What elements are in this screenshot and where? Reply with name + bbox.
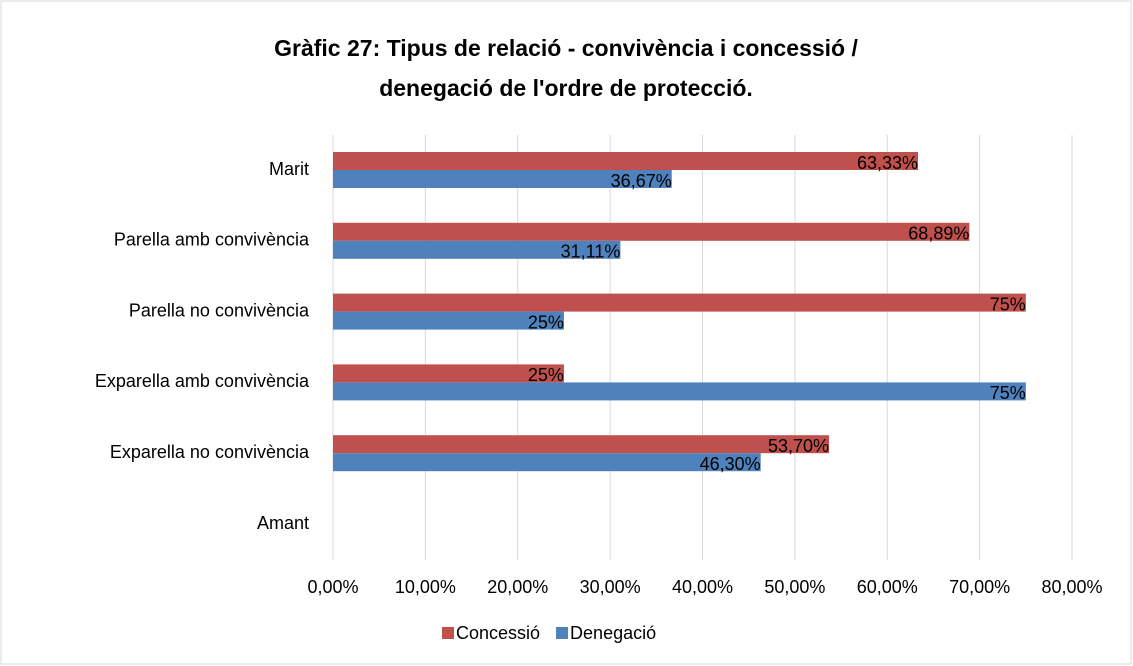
bar xyxy=(333,435,830,454)
data-label: 53,70% xyxy=(768,436,829,456)
data-label: 63,33% xyxy=(857,153,918,173)
bar xyxy=(333,293,1026,312)
bar xyxy=(333,222,970,241)
x-tick-label: 10,00% xyxy=(395,577,456,597)
x-tick-label: 20,00% xyxy=(487,577,548,597)
data-label: 75% xyxy=(990,294,1026,314)
chart-title: Gràfic 27: Tipus de relació - convivènci… xyxy=(274,35,858,61)
x-tick-label: 40,00% xyxy=(672,577,733,597)
y-tick-label: Marit xyxy=(269,159,309,179)
data-label: 25% xyxy=(528,365,564,385)
x-tick-label: 50,00% xyxy=(764,577,825,597)
y-tick-label: Exparella amb convivència xyxy=(95,371,310,391)
data-label: 46,30% xyxy=(700,454,761,474)
bar xyxy=(333,152,919,170)
legend-swatch xyxy=(556,627,569,639)
x-tick-label: 70,00% xyxy=(949,577,1010,597)
y-tick-label: Exparella no convivència xyxy=(110,442,310,462)
data-label: 75% xyxy=(990,383,1026,403)
bar xyxy=(333,240,621,259)
x-tick-label: 30,00% xyxy=(580,577,641,597)
y-tick-label: Amant xyxy=(257,513,309,533)
data-label: 36,67% xyxy=(611,171,672,191)
legend-label: Concessió xyxy=(456,623,540,643)
x-tick-label: 80,00% xyxy=(1041,577,1102,597)
data-label: 31,11% xyxy=(561,242,621,262)
x-tick-label: 0,00% xyxy=(307,577,358,597)
bar xyxy=(333,311,564,330)
x-tick-label: 60,00% xyxy=(857,577,918,597)
bar xyxy=(333,382,1026,401)
legend-label: Denegació xyxy=(570,623,656,643)
y-tick-label: Parella no convivència xyxy=(129,300,310,320)
legend-swatch xyxy=(442,627,454,639)
bar xyxy=(333,453,761,472)
chart-title: denegació de l'ordre de protecció. xyxy=(379,75,753,101)
bar xyxy=(333,364,564,383)
bar xyxy=(333,170,672,188)
y-tick-label: Parella amb convivència xyxy=(114,230,310,250)
data-label: 68,89% xyxy=(908,224,969,244)
data-label: 25% xyxy=(528,312,564,332)
